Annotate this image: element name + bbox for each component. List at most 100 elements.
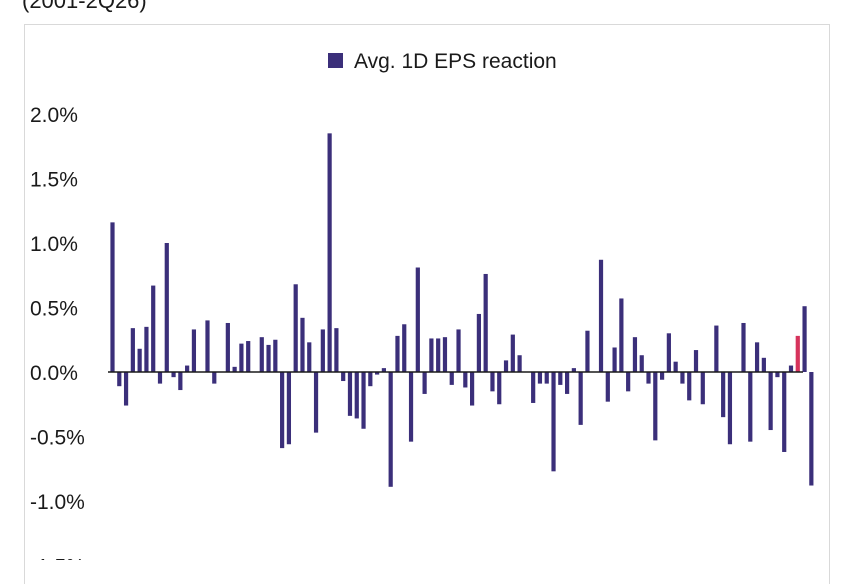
bar <box>531 372 536 403</box>
bar <box>368 372 373 387</box>
bar <box>375 372 380 375</box>
bar <box>687 372 692 401</box>
bar <box>605 372 610 402</box>
bar <box>639 355 644 372</box>
bar <box>666 333 671 372</box>
bar <box>700 372 705 405</box>
bar <box>470 372 475 406</box>
bar <box>754 342 760 372</box>
bar <box>280 372 285 449</box>
bar <box>408 372 414 442</box>
y-tick-label: 1.0% <box>30 233 78 256</box>
bar <box>178 372 183 391</box>
legend-swatch <box>328 53 343 68</box>
bar <box>761 357 766 372</box>
bar <box>320 329 325 372</box>
bar <box>415 267 420 372</box>
bar <box>748 372 753 442</box>
bar <box>300 317 305 372</box>
bar <box>429 338 434 372</box>
bar <box>456 329 461 372</box>
bar <box>259 337 264 372</box>
y-tick-label: -1.5% <box>30 556 85 561</box>
bar <box>395 335 400 372</box>
eps-reaction-bar-chart: Avg. 1D EPS reaction 2.0% 1.5% 1.0% 0.5% 0.0… <box>30 50 814 560</box>
bar <box>680 372 685 384</box>
bar <box>449 372 454 385</box>
chart-subtitle: (2001-2Q26) <box>22 0 147 13</box>
bar <box>741 322 746 372</box>
bar <box>585 330 590 372</box>
legend-label: Avg. 1D EPS reaction <box>354 50 557 73</box>
bar <box>354 372 359 419</box>
bar <box>673 361 678 372</box>
bar <box>544 372 549 384</box>
bar <box>442 337 448 372</box>
bar <box>721 372 726 418</box>
bar <box>144 326 149 372</box>
bar <box>130 328 135 372</box>
bar <box>334 328 339 372</box>
bar <box>510 334 515 372</box>
bars <box>110 133 814 487</box>
bar <box>517 355 522 372</box>
bar <box>782 372 787 452</box>
bar <box>626 372 631 392</box>
bar <box>565 372 570 394</box>
bar <box>727 372 733 445</box>
y-tick-label: -1.0% <box>30 491 85 514</box>
bar <box>802 306 807 372</box>
bar <box>632 337 638 372</box>
bar <box>239 343 244 372</box>
y-axis: 2.0% 1.5% 1.0% 0.5% 0.0% -0.5% -1.0% -1.5% <box>30 104 85 560</box>
bar <box>402 324 407 372</box>
y-tick-label: 0.0% <box>30 362 78 385</box>
bar <box>646 372 651 384</box>
bar <box>307 342 312 372</box>
bar <box>171 372 176 378</box>
y-tick-label: 1.5% <box>30 169 78 192</box>
bar <box>463 372 468 388</box>
bar <box>191 329 197 372</box>
bar <box>388 372 393 487</box>
bar <box>659 372 665 380</box>
bar <box>768 372 773 431</box>
bar <box>361 372 366 429</box>
bar <box>714 325 719 372</box>
bar <box>327 133 332 372</box>
bar <box>483 273 488 372</box>
bar <box>598 259 604 372</box>
bar <box>497 372 502 405</box>
bar <box>123 372 129 406</box>
bar <box>537 372 543 384</box>
bar <box>110 222 115 372</box>
bar <box>436 338 441 372</box>
bar <box>578 372 583 425</box>
bar <box>809 372 814 486</box>
bar <box>266 344 271 372</box>
bar <box>341 372 346 382</box>
bar <box>117 372 122 387</box>
bar <box>476 313 481 372</box>
y-tick-label: -0.5% <box>30 427 85 450</box>
bar <box>788 365 794 372</box>
y-tick-label: 2.0% <box>30 104 78 127</box>
bar <box>503 360 509 372</box>
bar <box>293 284 298 372</box>
bar <box>653 372 658 441</box>
bar <box>205 320 210 372</box>
bar <box>619 298 624 372</box>
bar <box>571 368 576 372</box>
bar <box>137 348 142 372</box>
y-tick-label: 0.5% <box>30 298 78 321</box>
bar <box>185 365 190 372</box>
bar <box>225 322 230 372</box>
bar <box>612 347 617 372</box>
bar <box>693 350 699 372</box>
bar <box>212 372 217 384</box>
bar <box>490 372 495 392</box>
bar <box>157 372 163 384</box>
bar <box>232 366 237 372</box>
bar <box>347 372 353 416</box>
bar <box>558 372 563 385</box>
